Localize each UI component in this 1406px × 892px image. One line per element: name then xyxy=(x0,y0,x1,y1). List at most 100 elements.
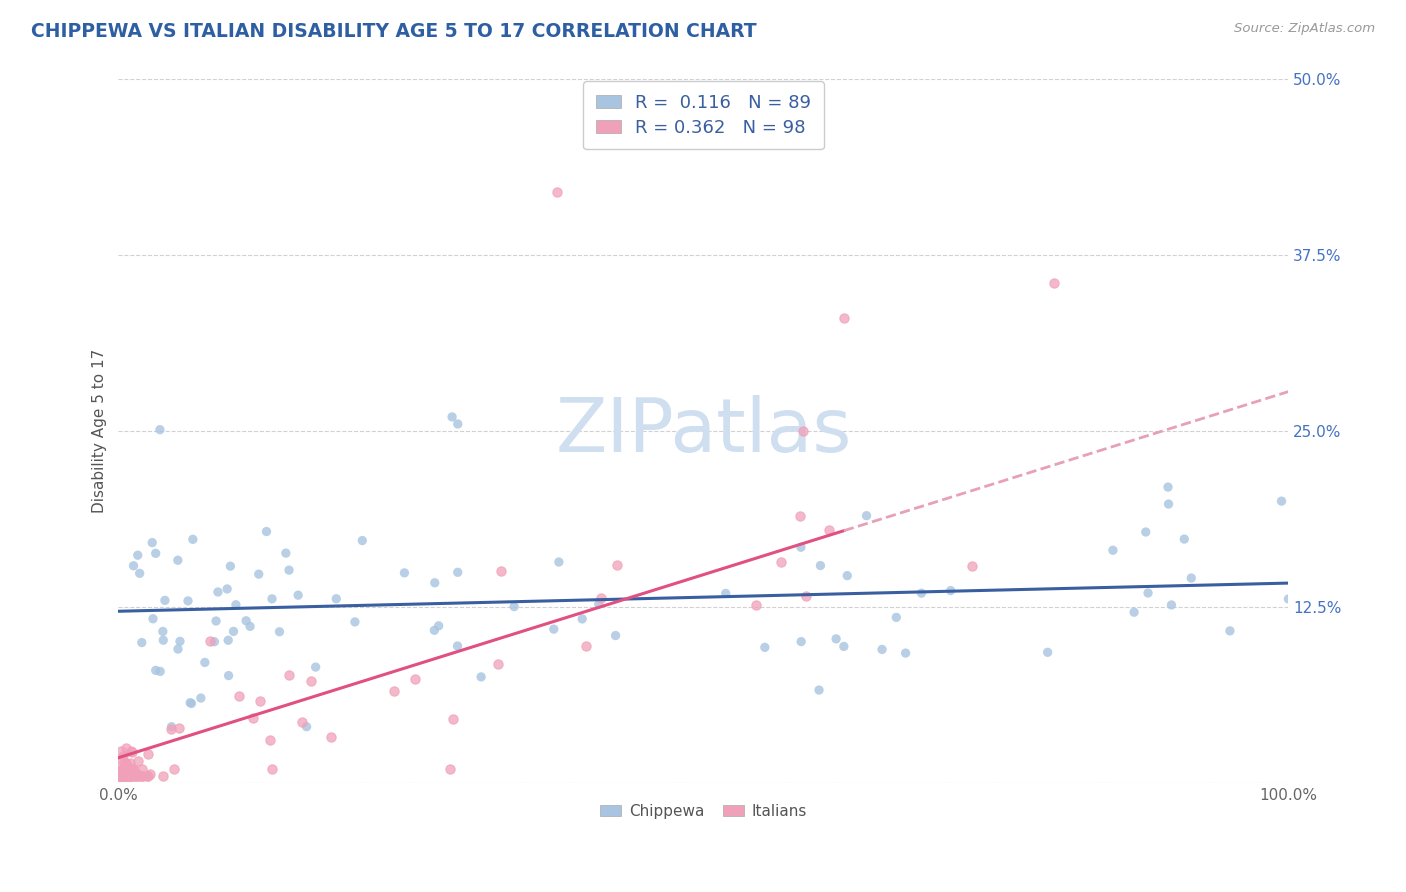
Point xyxy=(124,764,146,778)
Point xyxy=(124,769,146,783)
Point xyxy=(837,568,859,582)
Point xyxy=(228,689,250,703)
Point xyxy=(960,559,983,574)
Point xyxy=(441,409,464,424)
Point xyxy=(142,612,165,626)
Point xyxy=(446,639,468,653)
Point xyxy=(194,656,217,670)
Point xyxy=(260,591,283,606)
Point xyxy=(152,633,174,648)
Point xyxy=(141,535,163,549)
Point xyxy=(870,642,893,657)
Point xyxy=(145,664,167,678)
Point xyxy=(1157,480,1180,494)
Point xyxy=(108,769,131,783)
Point xyxy=(832,640,855,654)
Point xyxy=(124,767,146,781)
Point xyxy=(810,558,832,573)
Point xyxy=(190,691,212,706)
Point xyxy=(114,768,136,782)
Point xyxy=(247,567,270,582)
Point xyxy=(855,508,877,523)
Point xyxy=(910,586,932,600)
Point xyxy=(145,546,167,560)
Point xyxy=(225,598,247,612)
Point xyxy=(423,575,446,590)
Point xyxy=(249,693,271,707)
Point xyxy=(404,672,426,686)
Point xyxy=(606,558,628,573)
Point xyxy=(112,769,135,783)
Point xyxy=(575,640,598,654)
Point xyxy=(1173,532,1195,546)
Point xyxy=(127,768,149,782)
Point xyxy=(149,665,172,679)
Point xyxy=(439,762,461,776)
Point xyxy=(115,741,138,756)
Point xyxy=(153,593,176,607)
Point xyxy=(789,509,811,524)
Point xyxy=(543,622,565,636)
Point xyxy=(152,769,174,783)
Point xyxy=(111,752,134,766)
Point xyxy=(423,624,446,638)
Point xyxy=(128,566,150,581)
Point xyxy=(1036,645,1059,659)
Point xyxy=(382,684,405,698)
Point xyxy=(120,769,142,783)
Point xyxy=(112,759,135,773)
Point xyxy=(110,769,132,783)
Point xyxy=(108,769,131,783)
Text: ZIPatlas: ZIPatlas xyxy=(555,394,852,467)
Point xyxy=(832,311,855,326)
Point xyxy=(149,423,172,437)
Text: Source: ZipAtlas.com: Source: ZipAtlas.com xyxy=(1234,22,1375,36)
Point xyxy=(794,589,817,603)
Point xyxy=(118,756,141,770)
Point xyxy=(218,668,240,682)
Point xyxy=(571,612,593,626)
Point xyxy=(352,533,374,548)
Point xyxy=(177,594,200,608)
Point xyxy=(1270,494,1292,508)
Point xyxy=(111,769,134,783)
Point xyxy=(441,712,464,726)
Point xyxy=(304,660,326,674)
Point xyxy=(127,754,149,768)
Point xyxy=(110,768,132,782)
Point xyxy=(112,769,135,783)
Point xyxy=(108,765,131,780)
Point xyxy=(115,769,138,783)
Point xyxy=(160,720,183,734)
Point xyxy=(122,558,145,573)
Point xyxy=(120,761,142,775)
Point xyxy=(108,767,131,781)
Point xyxy=(274,546,297,560)
Point xyxy=(108,764,131,778)
Point xyxy=(1137,586,1160,600)
Point xyxy=(198,634,221,648)
Point xyxy=(108,769,131,783)
Point xyxy=(1277,591,1299,606)
Point xyxy=(181,533,204,547)
Point xyxy=(605,628,627,642)
Point xyxy=(169,634,191,648)
Point xyxy=(1135,524,1157,539)
Point xyxy=(427,619,450,633)
Point xyxy=(108,769,131,783)
Point xyxy=(447,566,470,580)
Point xyxy=(118,769,141,783)
Point xyxy=(120,744,142,758)
Point xyxy=(343,615,366,629)
Point xyxy=(118,769,141,783)
Point xyxy=(111,769,134,783)
Point xyxy=(259,732,281,747)
Point xyxy=(131,763,153,777)
Point xyxy=(792,425,814,439)
Point xyxy=(939,583,962,598)
Point xyxy=(160,722,183,736)
Point xyxy=(131,635,153,649)
Point xyxy=(217,633,239,648)
Point xyxy=(110,769,132,783)
Point xyxy=(114,756,136,770)
